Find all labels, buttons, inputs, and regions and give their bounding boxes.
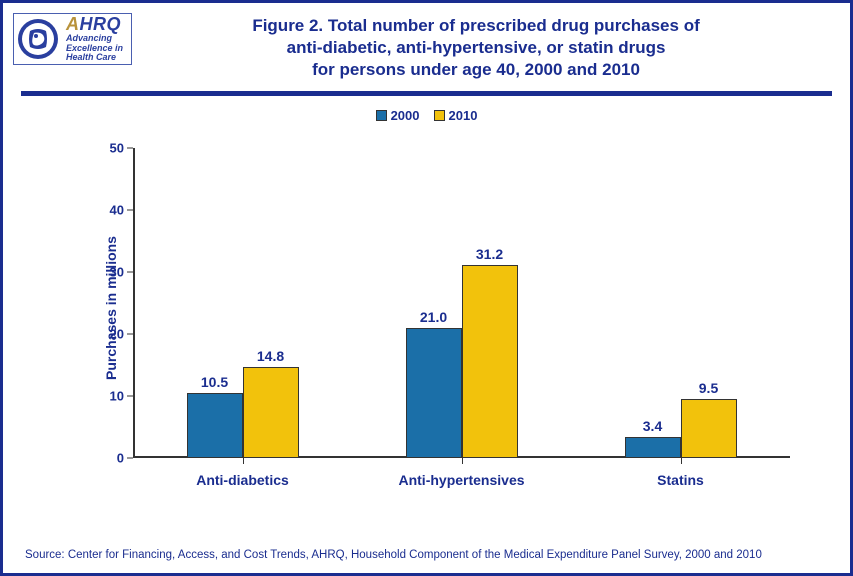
- bar-group: 21.031.2Anti-hypertensives: [352, 148, 571, 458]
- ahrq-logo: AHRQ Advancing Excellence in Health Care: [60, 15, 129, 64]
- y-tick: 50: [98, 141, 133, 156]
- legend: 2000 2010: [33, 108, 820, 123]
- bar-value-label: 31.2: [476, 246, 503, 262]
- ahrq-a: A: [66, 14, 80, 34]
- y-tick: 30: [98, 265, 133, 280]
- y-tick-label: 0: [98, 451, 124, 466]
- x-axis-label: Anti-diabetics: [196, 472, 289, 488]
- y-tick: 10: [98, 389, 133, 404]
- bar-group: 10.514.8Anti-diabetics: [133, 148, 352, 458]
- chart: 20002010 Purchases in millions 010203040…: [33, 108, 820, 508]
- bar-value-label: 9.5: [699, 380, 718, 396]
- bar: 9.5: [681, 399, 737, 458]
- legend-swatch: [434, 110, 445, 121]
- y-tick: 40: [98, 203, 133, 218]
- y-tick: 20: [98, 327, 133, 342]
- bar: 31.2: [462, 265, 518, 458]
- divider: [21, 91, 832, 96]
- bar-value-label: 3.4: [643, 418, 662, 434]
- legend-item: 2000: [376, 108, 420, 123]
- bar: 3.4: [625, 437, 681, 458]
- figure-frame: AHRQ Advancing Excellence in Health Care…: [0, 0, 853, 576]
- x-tick-mark: [681, 458, 682, 464]
- y-tick-label: 30: [98, 265, 124, 280]
- ahrq-rest: HRQ: [80, 14, 122, 34]
- x-tick-mark: [243, 458, 244, 464]
- x-axis-label: Anti-hypertensives: [398, 472, 524, 488]
- logo-block: AHRQ Advancing Excellence in Health Care: [13, 13, 132, 65]
- legend-label: 2010: [449, 108, 478, 123]
- bar-group: 3.49.5Statins: [571, 148, 790, 458]
- bar: 14.8: [243, 367, 299, 459]
- legend-label: 2000: [391, 108, 420, 123]
- y-tick: 0: [98, 451, 133, 466]
- bar-value-label: 10.5: [201, 374, 228, 390]
- plot-area: 10.514.8Anti-diabetics21.031.2Anti-hyper…: [133, 148, 790, 458]
- hhs-logo-icon: [16, 17, 60, 61]
- x-axis-label: Statins: [657, 472, 704, 488]
- source-citation: Source: Center for Financing, Access, an…: [25, 549, 762, 561]
- bar-groups: 10.514.8Anti-diabetics21.031.2Anti-hyper…: [133, 148, 790, 458]
- y-tick-label: 50: [98, 141, 124, 156]
- bar: 21.0: [406, 328, 462, 458]
- bar-value-label: 14.8: [257, 348, 284, 364]
- y-tick-label: 40: [98, 203, 124, 218]
- bar: 10.5: [187, 393, 243, 458]
- y-ticks: 01020304050: [93, 148, 133, 458]
- figure-title: Figure 2. Total number of prescribed dru…: [132, 13, 830, 81]
- header: AHRQ Advancing Excellence in Health Care…: [3, 3, 850, 81]
- y-tick-label: 20: [98, 327, 124, 342]
- y-tick-label: 10: [98, 389, 124, 404]
- bar-value-label: 21.0: [420, 309, 447, 325]
- legend-item: 2010: [434, 108, 478, 123]
- ahrq-tagline: Advancing Excellence in Health Care: [66, 34, 123, 64]
- x-tick-mark: [462, 458, 463, 464]
- legend-swatch: [376, 110, 387, 121]
